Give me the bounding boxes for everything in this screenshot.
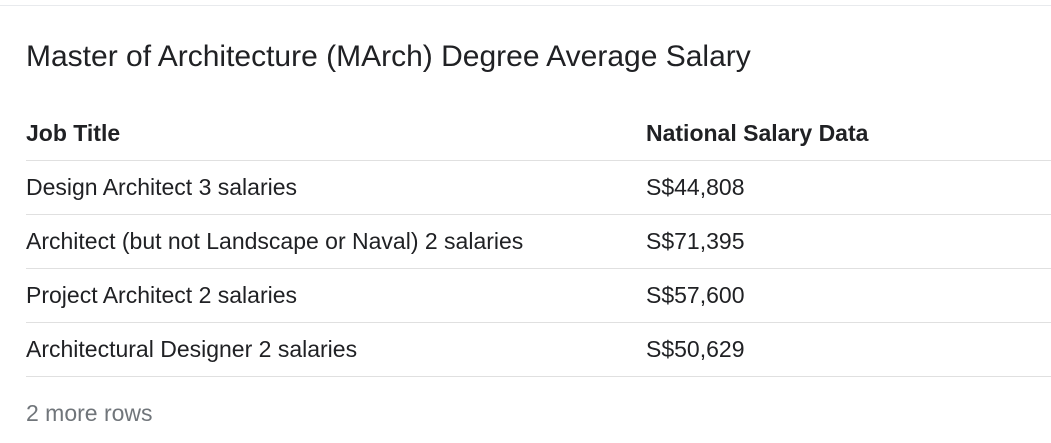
job-title-cell: Architect (but not Landscape or Naval) 2… — [26, 214, 646, 269]
salary-cell: S$57,600 — [646, 268, 1051, 323]
salary-table: Job Title National Salary Data Design Ar… — [26, 107, 1051, 377]
salary-cell: S$71,395 — [646, 214, 1051, 269]
more-rows-link[interactable]: 2 more rows — [26, 400, 153, 426]
job-title-cell: Architectural Designer 2 salaries — [26, 322, 646, 377]
table-row: Architectural Designer 2 salaries S$50,6… — [26, 322, 1051, 377]
job-title-cell: Project Architect 2 salaries — [26, 268, 646, 323]
salary-cell: S$44,808 — [646, 160, 1051, 215]
header-salary: National Salary Data — [646, 107, 1051, 161]
header-job-title: Job Title — [26, 107, 646, 161]
job-title-cell: Design Architect 3 salaries — [26, 160, 646, 215]
top-divider — [0, 5, 1051, 6]
table-header-row: Job Title National Salary Data — [26, 107, 1051, 161]
table-row: Architect (but not Landscape or Naval) 2… — [26, 214, 1051, 269]
table-row: Design Architect 3 salaries S$44,808 — [26, 160, 1051, 215]
table-row: Project Architect 2 salaries S$57,600 — [26, 268, 1051, 323]
card-title: Master of Architecture (MArch) Degree Av… — [26, 40, 751, 73]
salary-cell: S$50,629 — [646, 322, 1051, 377]
